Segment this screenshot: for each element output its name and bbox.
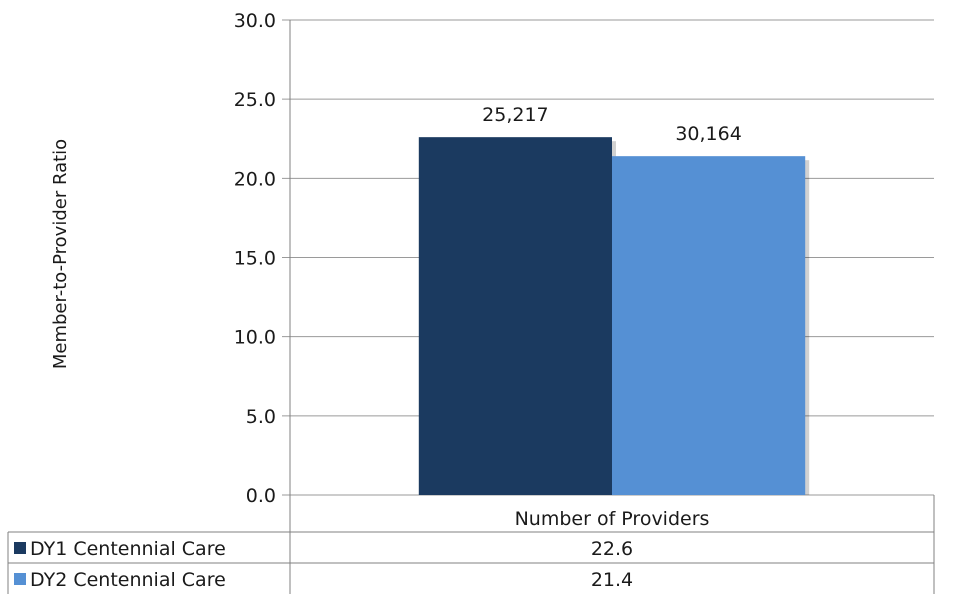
table-value: 21.4 [591, 569, 633, 591]
y-tick-label: 10.0 [234, 327, 276, 349]
y-tick-label: 15.0 [234, 248, 276, 270]
bar-2 [612, 156, 806, 495]
y-tick-label: 30.0 [234, 10, 276, 32]
legend-series-name: DY2 Centennial Care [30, 569, 226, 591]
legend-swatch [14, 573, 26, 585]
data-table: Number of Providers DY1 Centennial Care 22… [7, 508, 934, 594]
y-axis-ticks: 0.0 5.0 10.0 15.0 20.0 25.0 30.0 [234, 10, 276, 507]
y-axis-title: Member-to-Provider Ratio [50, 139, 71, 369]
bar-data-label: 30,164 [675, 123, 741, 145]
y-tick-label: 20.0 [234, 168, 276, 190]
legend-series-name: DY1 Centennial Care [30, 538, 226, 560]
legend-swatch [14, 542, 26, 554]
y-tick-label: 5.0 [246, 406, 276, 428]
category-label: Number of Providers [515, 508, 710, 530]
bar-data-label: 25,217 [482, 104, 548, 126]
bars [418, 137, 810, 495]
y-tick-label: 25.0 [234, 89, 276, 111]
table-value: 22.6 [591, 538, 633, 560]
bar-1 [418, 137, 612, 495]
data-labels: 25,217 30,164 [482, 104, 742, 145]
y-tick-label: 0.0 [246, 485, 276, 507]
